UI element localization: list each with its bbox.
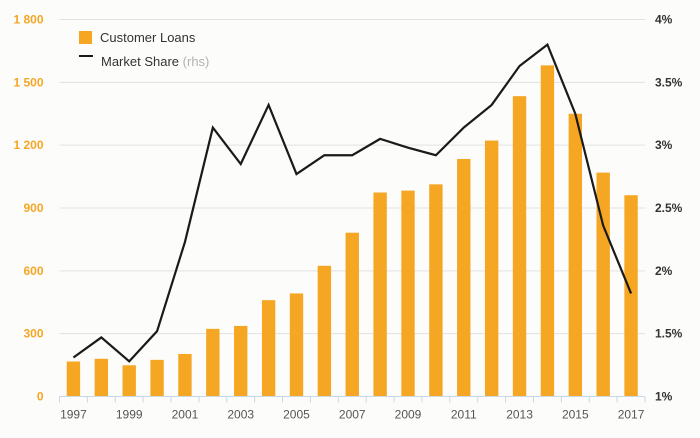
svg-text:2003: 2003 (227, 408, 254, 422)
svg-text:1.5%: 1.5% (655, 327, 683, 341)
svg-text:900: 900 (23, 201, 43, 215)
svg-text:1 500: 1 500 (13, 75, 43, 89)
svg-text:2%: 2% (655, 264, 673, 278)
svg-text:2013: 2013 (506, 408, 533, 422)
svg-text:4%: 4% (655, 13, 673, 27)
svg-text:2011: 2011 (451, 408, 477, 422)
svg-text:1999: 1999 (116, 408, 143, 422)
svg-text:2009: 2009 (395, 408, 422, 422)
svg-text:3.5%: 3.5% (655, 75, 683, 89)
svg-text:2005: 2005 (283, 408, 310, 422)
svg-text:1 200: 1 200 (13, 138, 43, 152)
svg-text:3%: 3% (655, 138, 673, 152)
svg-text:2015: 2015 (562, 408, 589, 422)
svg-text:2001: 2001 (172, 408, 199, 422)
svg-text:600: 600 (23, 264, 43, 278)
svg-text:2017: 2017 (618, 408, 645, 422)
svg-text:1 800: 1 800 (13, 13, 43, 27)
svg-text:2.5%: 2.5% (655, 201, 683, 215)
svg-text:300: 300 (23, 327, 43, 341)
svg-text:1997: 1997 (60, 408, 87, 422)
svg-text:0: 0 (37, 390, 44, 404)
svg-text:2007: 2007 (339, 408, 366, 422)
svg-text:1%: 1% (655, 390, 673, 404)
